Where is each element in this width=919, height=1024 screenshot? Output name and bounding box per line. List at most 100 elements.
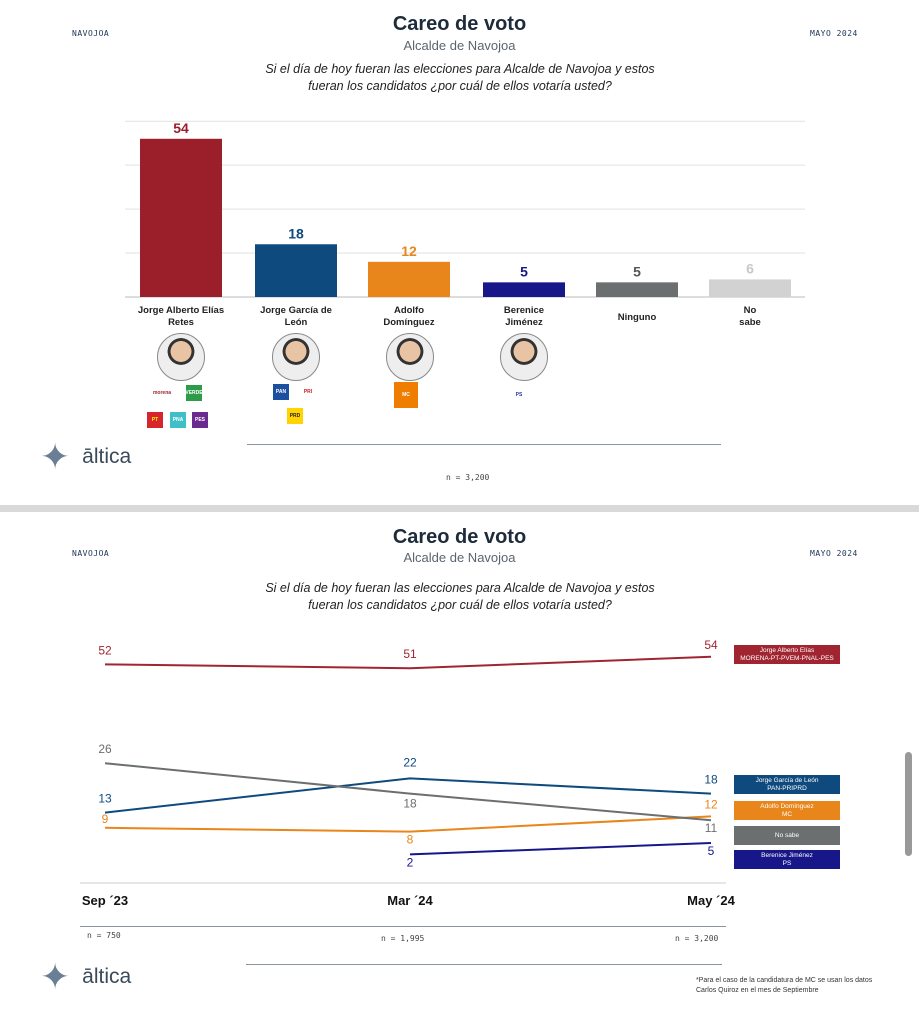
legend-label: MORENA-PT-PVEM-PNAL-PES	[740, 654, 834, 662]
bar	[140, 138, 222, 297]
divider	[247, 444, 721, 445]
category-label: Jiménez	[505, 317, 543, 328]
bar	[483, 282, 565, 297]
question-line: Si el día de hoy fueran las elecciones p…	[265, 581, 655, 595]
date-label: MAYO 2024	[810, 549, 858, 558]
sample-size: n = 1,995	[381, 934, 425, 943]
series-line	[104, 655, 712, 670]
slide-bar-chart: NAVOJOA MAYO 2024 Careo de voto Alcalde …	[0, 0, 919, 505]
legend-label: PS	[782, 859, 792, 867]
party-logo-pt: PT	[147, 412, 163, 428]
bar	[255, 244, 337, 297]
x-tick-label: May ´24	[687, 893, 735, 908]
question-line: fueran los candidatos ¿por cuál de ellos…	[308, 79, 612, 93]
bar-value-label: 6	[746, 260, 754, 276]
category-label: No	[744, 305, 757, 316]
data-label: 8	[407, 833, 414, 847]
legend-item: Adolfo Domínguez MC	[734, 801, 840, 820]
question-line: Si el día de hoy fueran las elecciones p…	[265, 62, 655, 76]
category-label: Jorge Alberto Elías	[138, 305, 224, 316]
category-label: León	[285, 317, 308, 328]
data-label: 54	[704, 638, 718, 652]
page-subtitle: Alcalde de Navojoa	[403, 38, 516, 53]
candidate-photo	[386, 333, 434, 381]
bar-value-label: 54	[173, 120, 189, 136]
footnote-line: Carlos Quiroz en el mes de Septiembre	[696, 987, 819, 994]
data-label: 18	[704, 773, 718, 787]
question-line: fueran los candidatos ¿por cuál de ellos…	[308, 598, 612, 612]
data-label: 26	[98, 742, 112, 756]
candidate-photo	[157, 333, 205, 381]
x-tick-label: Mar ´24	[387, 893, 433, 908]
bar	[368, 261, 450, 297]
scrollbar[interactable]	[905, 752, 912, 856]
data-label: 51	[403, 647, 417, 661]
category-label: Jorge García de	[260, 305, 332, 316]
legend-item: Berenice Jiménez PS	[734, 850, 840, 869]
bar-value-label: 18	[288, 225, 304, 241]
data-label: 2	[407, 855, 414, 869]
series-line	[409, 842, 712, 856]
page-title: Careo de voto	[392, 526, 527, 548]
sample-size: n = 3,200	[446, 473, 490, 482]
party-logo-mc: MC	[394, 382, 418, 408]
bar	[596, 282, 678, 297]
data-label: 18	[403, 797, 417, 811]
party-logo-pan: PAN	[273, 384, 289, 400]
location-label: NAVOJOA	[72, 549, 110, 558]
footnote: *Para el caso de la candidatura de MC se…	[696, 976, 872, 996]
location-label: NAVOJOA	[72, 29, 110, 38]
data-label: 12	[704, 797, 718, 811]
bar	[709, 279, 791, 297]
data-label: 22	[403, 755, 417, 769]
legend-label: PAN-PRIPRD	[767, 784, 807, 792]
legend-item: No sabe	[734, 826, 840, 845]
altica-logo: ✦ āltica	[40, 956, 131, 998]
series-line	[104, 777, 712, 814]
series-line	[104, 762, 712, 822]
category-label: Retes	[168, 317, 194, 328]
candidate-photo	[272, 333, 320, 381]
category-label: Adolfo	[394, 305, 424, 316]
star-icon: ✦	[40, 956, 71, 997]
data-label: 52	[98, 643, 112, 657]
brand-name: āltica	[82, 965, 132, 988]
series-line	[104, 815, 712, 833]
data-label: 5	[708, 844, 715, 858]
question: Si el día de hoy fueran las elecciones p…	[200, 61, 720, 95]
sample-size: n = 750	[87, 931, 121, 940]
party-logo-ps: PS	[507, 382, 531, 408]
bar-value-label: 5	[520, 263, 528, 279]
data-label: 13	[98, 792, 112, 806]
question: Si el día de hoy fueran las elecciones p…	[200, 580, 720, 614]
legend-item: Jorge García de León PAN-PRIPRD	[734, 775, 840, 794]
legend-label: Jorge García de León	[755, 776, 819, 784]
x-tick-label: Sep ´23	[82, 893, 128, 908]
date-label: MAYO 2024	[810, 29, 858, 38]
legend-label: MC	[781, 810, 793, 818]
party-logo-pna: PNA	[170, 412, 186, 428]
party-logo-morena: morena	[153, 385, 171, 401]
page-subtitle: Alcalde de Navojoa	[403, 550, 516, 565]
party-logo-pri: PRI	[300, 384, 316, 400]
sample-size: n = 3,200	[675, 934, 719, 943]
category-label: sabe	[739, 317, 761, 328]
legend-label: Jorge Alberto Elías	[759, 646, 815, 654]
category-label: Berenice	[504, 305, 544, 316]
category-label: Domínguez	[383, 317, 434, 328]
legend-label: No sabe	[774, 831, 800, 839]
divider	[246, 964, 722, 965]
party-logo-pes: PES	[192, 412, 208, 428]
bar-value-label: 5	[633, 263, 641, 279]
legend-label: Adolfo Domínguez	[760, 802, 814, 810]
page-title: Careo de voto	[392, 13, 527, 35]
party-logo-prd: PRD	[287, 408, 303, 424]
altica-logo: ✦ āltica	[40, 436, 131, 478]
star-icon: ✦	[40, 436, 71, 477]
brand-name: āltica	[82, 445, 132, 468]
legend-item: Jorge Alberto Elías MORENA-PT-PVEM-PNAL-P…	[734, 645, 840, 664]
candidate-photo	[500, 333, 548, 381]
party-logo-verde: VERDE	[185, 385, 203, 401]
